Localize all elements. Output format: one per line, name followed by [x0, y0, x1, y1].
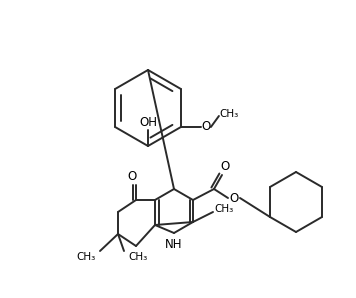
Text: CH₃: CH₃ — [219, 109, 239, 119]
Text: O: O — [201, 120, 210, 134]
Text: O: O — [127, 170, 137, 184]
Text: OH: OH — [139, 117, 157, 130]
Text: CH₃: CH₃ — [129, 252, 148, 262]
Text: NH: NH — [165, 238, 183, 251]
Text: CH₃: CH₃ — [77, 252, 96, 262]
Text: O: O — [229, 193, 239, 206]
Text: CH₃: CH₃ — [214, 204, 234, 214]
Text: O: O — [220, 161, 230, 173]
